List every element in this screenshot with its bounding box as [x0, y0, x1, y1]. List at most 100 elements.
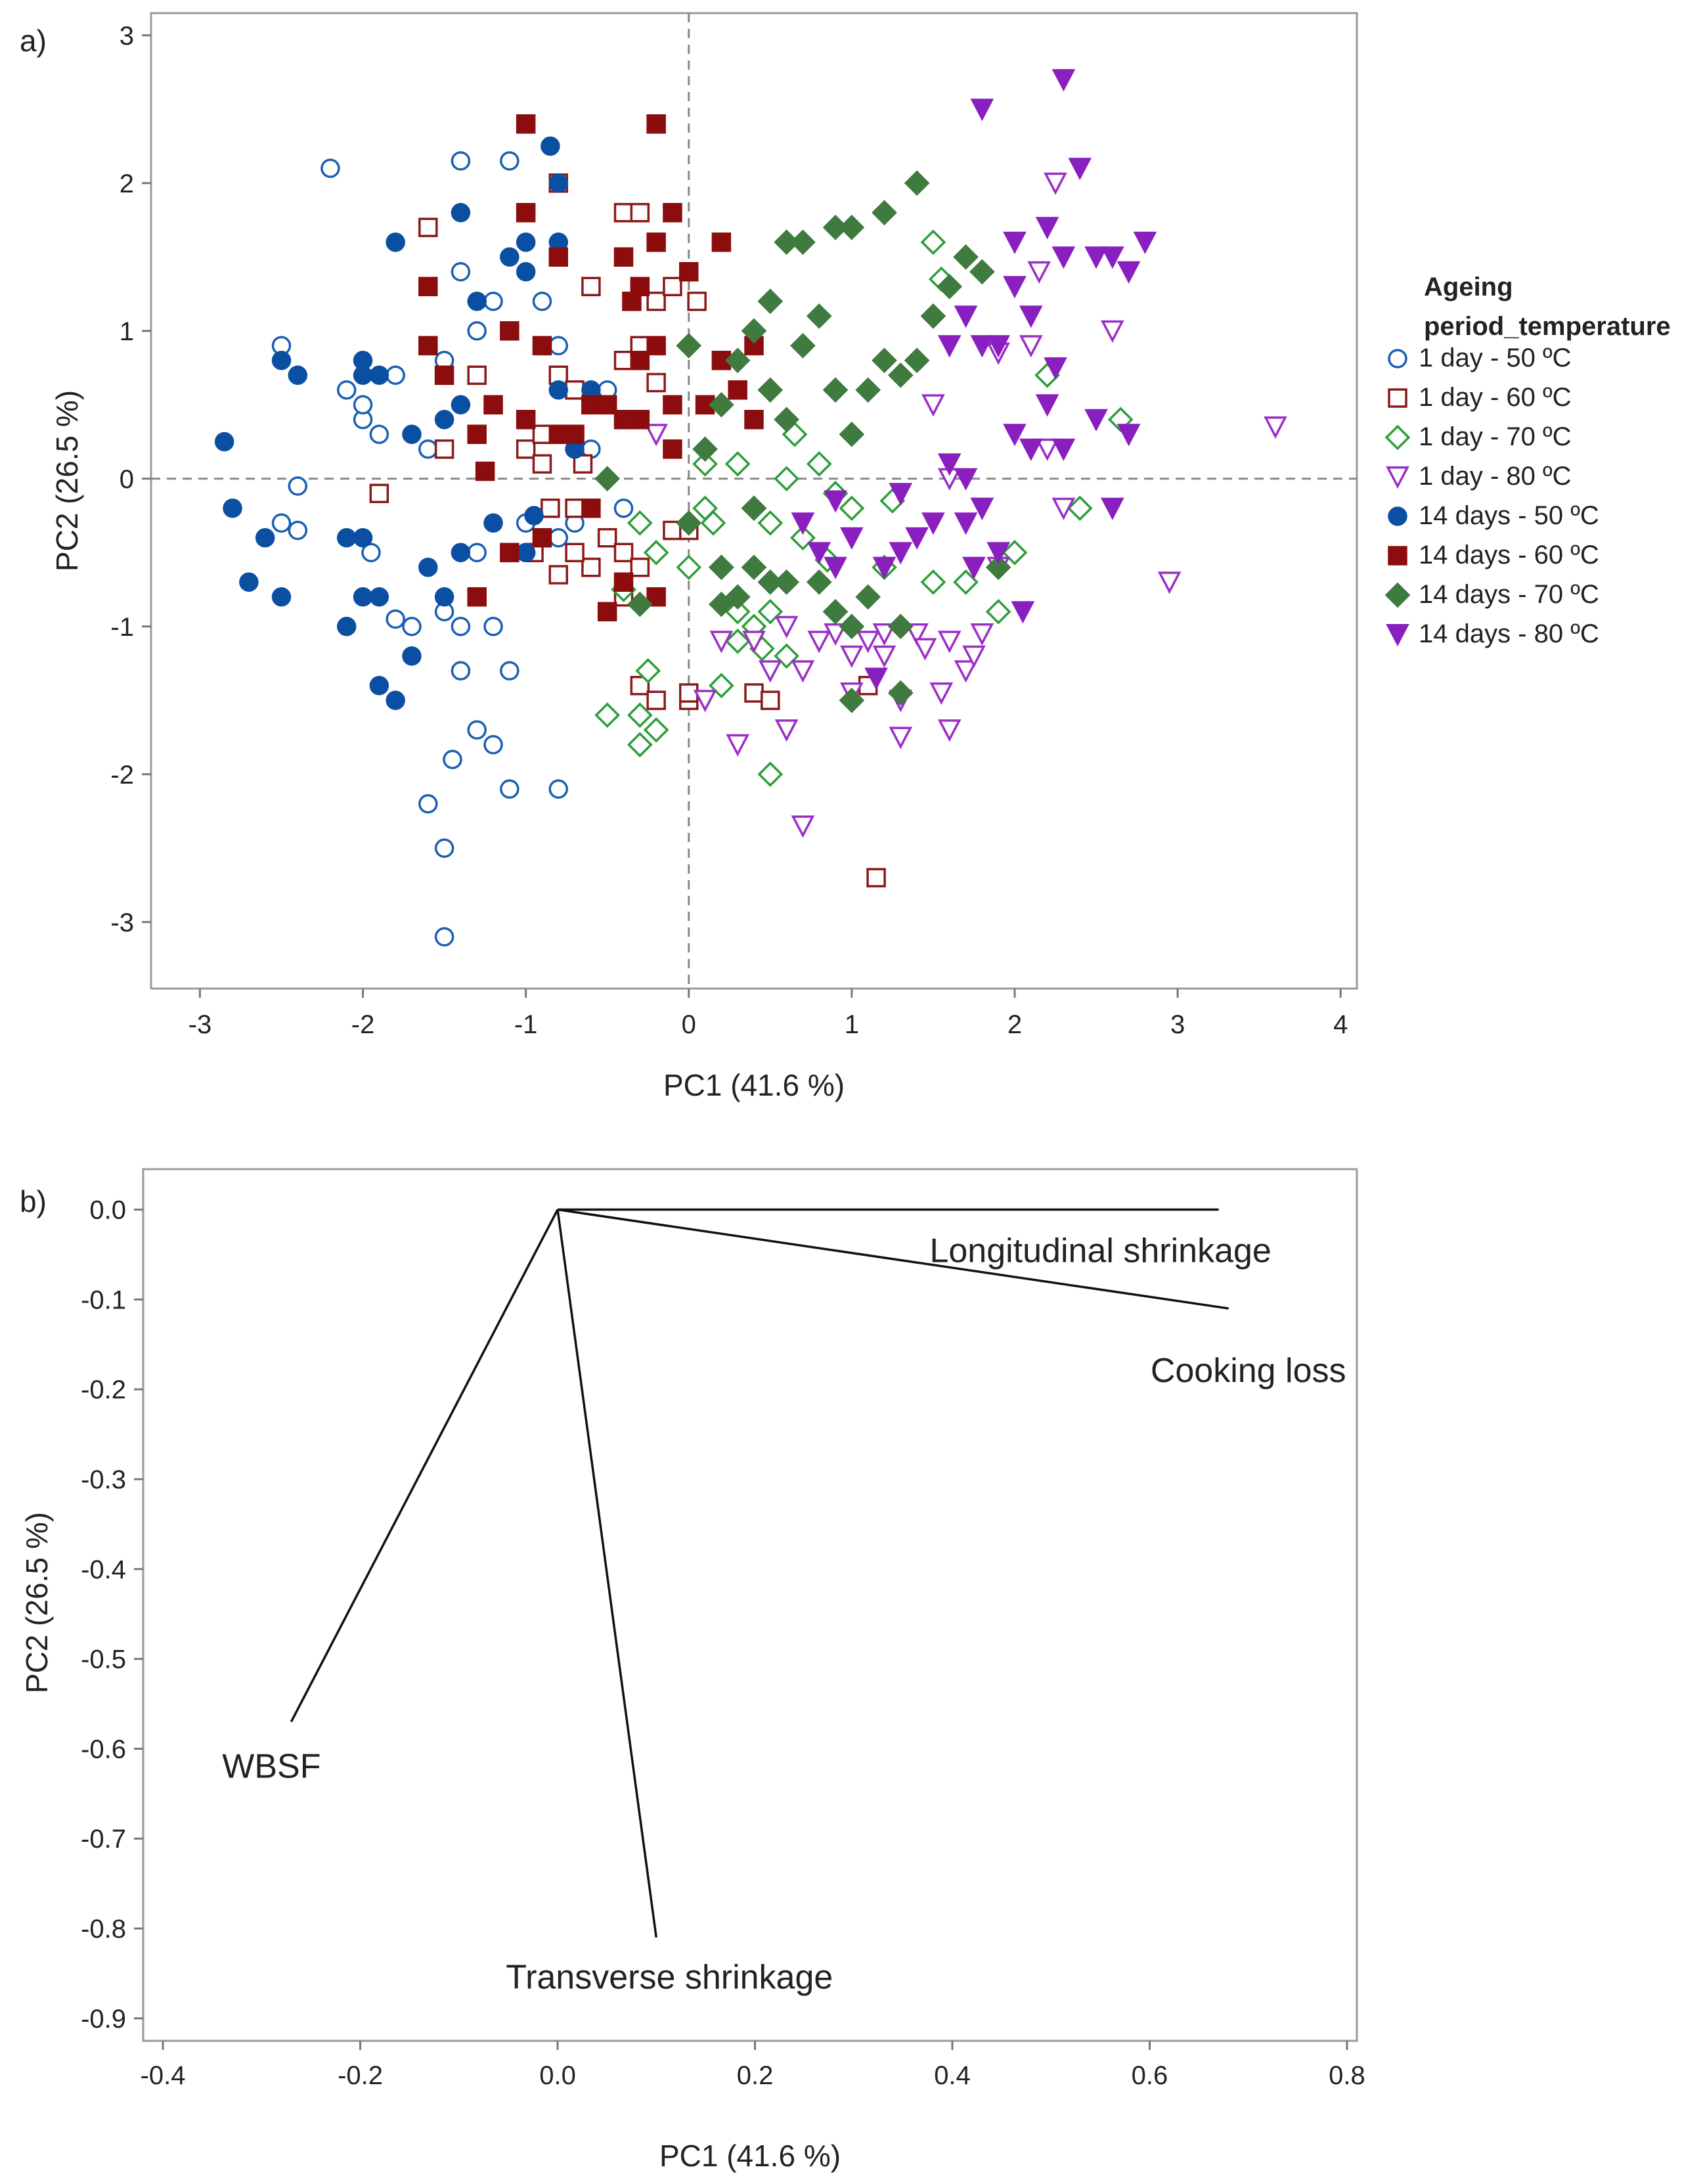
data-point [953, 244, 979, 270]
data-point [597, 602, 617, 621]
data-point [467, 321, 487, 341]
x-tick-label: 0.8 [1329, 2061, 1365, 2090]
data-point [516, 439, 536, 459]
data-point [663, 439, 682, 459]
data-point [271, 513, 292, 533]
data-point [548, 565, 569, 585]
data-point [969, 259, 995, 285]
data-point [565, 499, 585, 518]
data-point [532, 336, 552, 355]
data-point [418, 217, 438, 237]
data-point [676, 332, 702, 359]
data-point [500, 321, 520, 341]
panel-a-label: a) [20, 24, 47, 58]
data-point [1100, 320, 1124, 343]
legend-marker [1388, 349, 1407, 368]
data-point [855, 584, 881, 610]
data-point [434, 927, 454, 947]
data-point [613, 203, 634, 223]
data-point [386, 365, 405, 385]
data-point [581, 277, 601, 296]
x-tick-label: -0.2 [338, 2061, 383, 2090]
data-point [646, 114, 666, 134]
data-point [1027, 261, 1051, 284]
y-tick-label: -0.4 [81, 1555, 126, 1584]
x-tick-label: 0.4 [934, 2061, 971, 2090]
x-tick-label: 0.6 [1132, 2061, 1168, 2090]
data-point [741, 495, 767, 522]
data-point [516, 233, 536, 252]
data-point [840, 527, 864, 550]
y-tick-label: 0 [120, 465, 134, 494]
data-point [500, 247, 520, 267]
data-point [483, 617, 503, 636]
data-point [369, 483, 389, 503]
data-point [887, 362, 914, 388]
data-point [1117, 424, 1141, 447]
data-point [223, 499, 242, 518]
legend-marker [1384, 424, 1411, 451]
data-point [353, 528, 373, 548]
data-point [806, 569, 832, 595]
data-point [970, 99, 994, 122]
legend-entries: 1 day - 50 ºC 1 day - 60 ºC 1 day - 70 ºC 1… [1384, 344, 1599, 648]
data-point [1035, 438, 1059, 461]
data-point [742, 631, 766, 654]
data-point [824, 623, 847, 646]
data-point [937, 273, 963, 300]
data-point [663, 277, 682, 296]
legend-entry-label: 14 days - 60 ºC [1419, 541, 1599, 569]
data-point [1084, 409, 1108, 432]
data-point [369, 365, 389, 385]
y-tick-label: -0.7 [81, 1825, 126, 1854]
data-point [635, 657, 661, 684]
data-point [402, 424, 422, 444]
y-tick-label: -2 [110, 761, 134, 790]
data-point [644, 424, 668, 447]
panel-b-label: b) [20, 1184, 47, 1218]
data-point [630, 676, 650, 696]
data-point [483, 513, 503, 533]
data-point [1003, 276, 1027, 299]
legend-entry-label: 1 day - 70 ºC [1419, 422, 1572, 451]
data-point [467, 424, 487, 444]
data-point [921, 512, 945, 535]
loading-vector-line [557, 1208, 1229, 1310]
data-point [548, 173, 569, 193]
data-point [839, 687, 865, 713]
data-point [581, 395, 601, 414]
data-point [548, 336, 569, 355]
data-point [954, 512, 978, 535]
data-point [840, 645, 864, 668]
data-point [467, 587, 487, 607]
data-point [443, 749, 462, 769]
data-point [872, 200, 897, 226]
data-point [255, 528, 275, 548]
data-point [1067, 495, 1093, 522]
data-point [353, 587, 373, 607]
data-point [1035, 217, 1059, 240]
data-point [839, 613, 865, 640]
data-point [904, 170, 930, 196]
data-point [467, 720, 487, 740]
legend-marker [1384, 582, 1411, 608]
data-point [646, 690, 666, 710]
data-point [288, 476, 308, 496]
data-point [627, 732, 653, 758]
x-tick-label: 2 [1007, 1010, 1022, 1039]
data-point [386, 233, 405, 252]
data-point [774, 229, 799, 256]
panel-b-y-axis-label: PC2 (26.5 %) [20, 1512, 54, 1693]
data-point [921, 394, 945, 417]
data-point [646, 372, 666, 393]
data-point [500, 779, 520, 799]
data-point [434, 587, 454, 607]
loading-vector-line [556, 1209, 658, 1938]
legend-entry-label: 1 day - 60 ºC [1419, 383, 1572, 412]
data-point [872, 645, 896, 668]
data-point [937, 631, 962, 654]
data-point [516, 543, 536, 562]
panel-b-loading-vectors: Longitudinal shrinkage Cooking loss WBSF Tr… [222, 1208, 1346, 1997]
data-point [532, 454, 552, 474]
